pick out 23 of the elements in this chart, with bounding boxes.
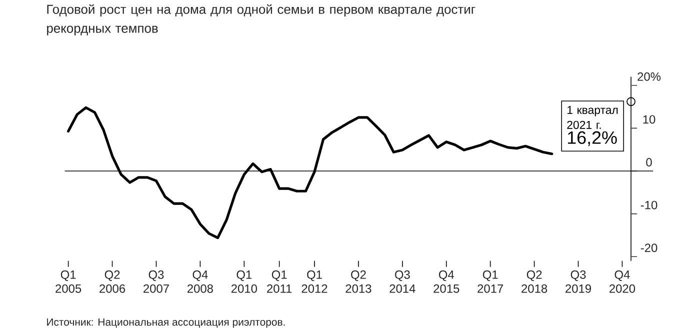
- x-tick-label: Q1 2012: [302, 270, 328, 293]
- x-tick-label: Q1 2005: [56, 270, 82, 293]
- annotation: 1 квартал 2021 г.: [567, 106, 618, 129]
- y-tick-label: 20%: [638, 72, 661, 81]
- x-tick-label: Q2 2013: [346, 270, 372, 293]
- annotation: 16,2%: [568, 131, 617, 146]
- y-tick-label: -10: [640, 200, 658, 210]
- y-tick-label: 10: [643, 115, 656, 124]
- x-tick-label: Q3 2019: [566, 270, 591, 293]
- text: Источник: Национальная ассоциация риэлторов.: [47, 318, 285, 328]
- x-tick-label: Q3 2007: [144, 270, 169, 293]
- x-tick-label: Q4 2020: [610, 270, 636, 293]
- chart-title: Годовой рост цен на дома для одной семьи в первом квартале достиг рекордных темпов: [47, 4, 476, 36]
- y-tick-label: 0: [646, 158, 652, 166]
- x-tick-label: Q2 2006: [100, 270, 126, 293]
- x-tick-label: Q1 2011: [267, 270, 292, 293]
- x-tick-label: Q4 2015: [434, 270, 460, 293]
- x-tick-label: Q4 2008: [187, 270, 213, 293]
- x-tick-label: Q3 2014: [390, 270, 416, 293]
- y-tick-label: -20: [640, 244, 658, 252]
- x-tick-label: Q2 2018: [522, 270, 548, 293]
- x-tick-label: Q1 2017: [478, 270, 504, 293]
- x-tick-label: Q1 2010: [231, 270, 257, 293]
